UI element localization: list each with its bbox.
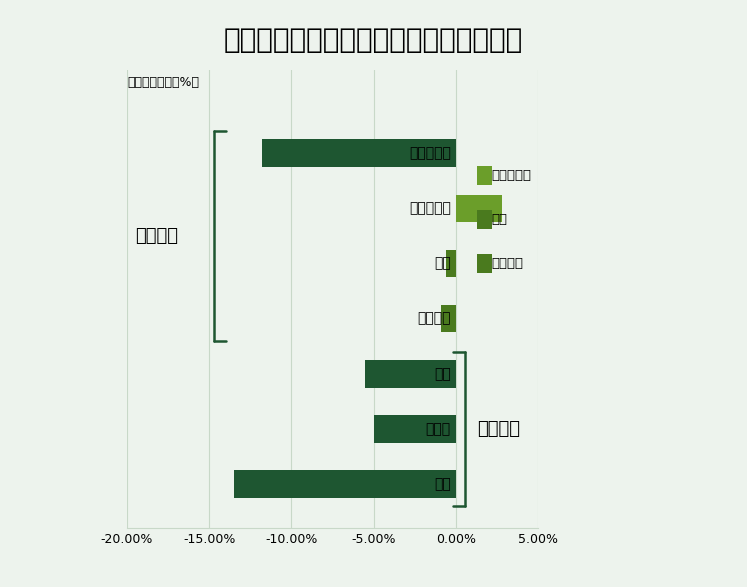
FancyBboxPatch shape — [477, 166, 492, 185]
Text: 采掘: 采掘 — [434, 477, 450, 491]
FancyBboxPatch shape — [477, 210, 492, 229]
Text: 食品价格: 食品价格 — [418, 312, 450, 326]
Bar — [261, 139, 456, 167]
Text: 加工: 加工 — [434, 367, 450, 381]
Bar — [365, 360, 456, 387]
Text: 生产资料: 生产资料 — [477, 420, 520, 438]
Bar — [441, 305, 456, 332]
Text: 食品价格: 食品价格 — [492, 257, 524, 270]
Bar — [446, 249, 456, 277]
Text: 耐用消费品: 耐用消费品 — [409, 146, 450, 160]
Text: 原材料: 原材料 — [426, 422, 450, 436]
Bar — [456, 194, 502, 222]
Text: 衣着: 衣着 — [434, 257, 450, 271]
Bar — [234, 470, 456, 498]
Text: 价格同比上涨（%）: 价格同比上涨（%） — [127, 76, 199, 89]
Text: 衣着: 衣着 — [492, 213, 508, 226]
Text: 一般日用品: 一般日用品 — [492, 168, 532, 182]
FancyBboxPatch shape — [477, 254, 492, 273]
Text: 一般日用品: 一般日用品 — [409, 201, 450, 215]
Text: 生活资料: 生活资料 — [135, 227, 178, 245]
Text: 陕西省生产、生活资料价格同比降幅情况: 陕西省生产、生活资料价格同比降幅情况 — [224, 26, 523, 55]
Bar — [374, 415, 456, 443]
